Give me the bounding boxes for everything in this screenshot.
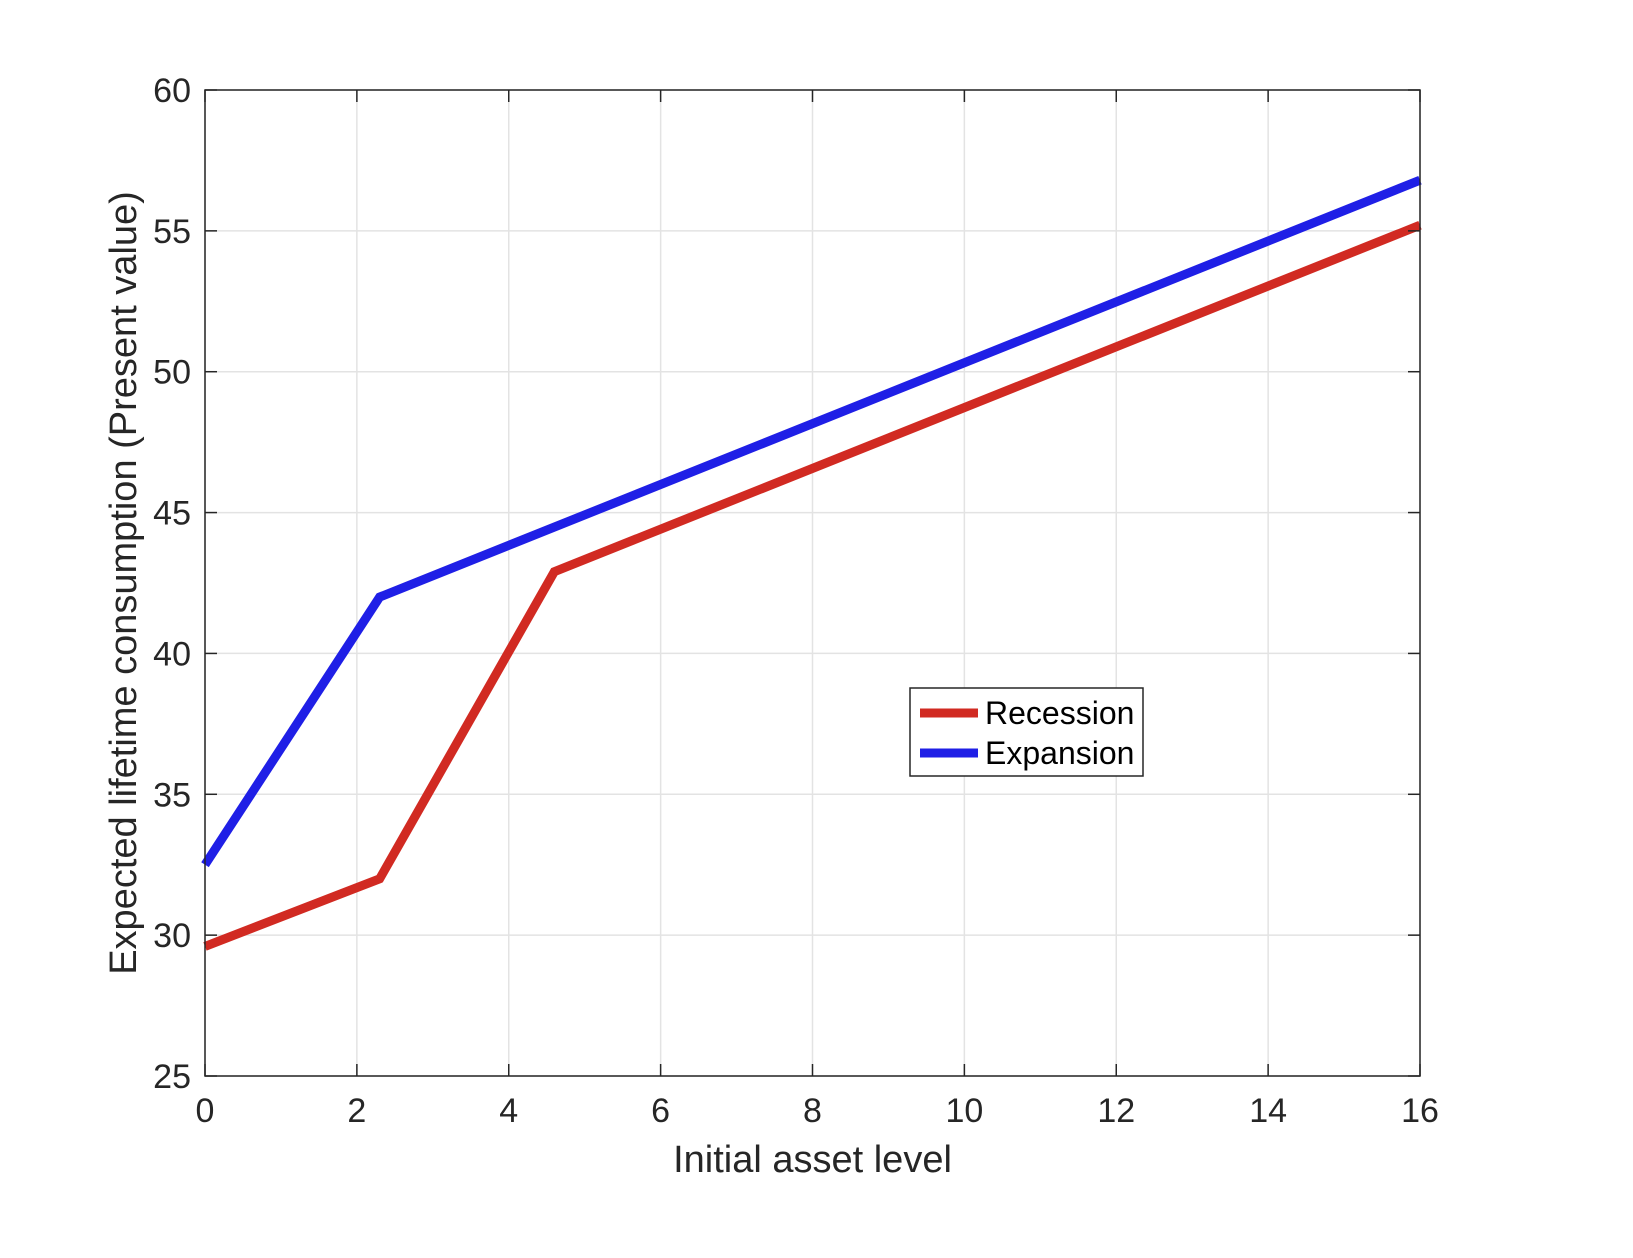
x-tick-label: 14 [1249,1092,1287,1130]
y-tick-label: 50 [153,354,191,392]
y-axis-label: Expected lifetime consumption (Present v… [103,191,145,975]
y-tick-label: 40 [153,635,191,673]
legend-label-recession: Recession [985,695,1134,731]
legend: Recession Expansion [909,687,1144,777]
x-tick-label: 10 [945,1092,983,1130]
x-tick-label: 8 [803,1092,822,1130]
legend-label-expansion: Expansion [985,735,1134,771]
x-axis-label: Initial asset level [673,1139,952,1181]
x-tick-label: 16 [1401,1092,1439,1130]
y-tick-label: 55 [153,213,191,251]
x-tick-label: 12 [1097,1092,1135,1130]
y-tick-label: 30 [153,917,191,955]
y-tick-label: 45 [153,495,191,533]
series-line-expansion [201,175,1422,868]
tick-labels: 0 2 4 6 8 10 12 14 16 25 30 35 40 45 50 55 60 [153,72,1439,1130]
y-tick-label: 60 [153,72,191,110]
axis-ticks [204,89,1421,1077]
x-tick-label: 4 [499,1092,518,1130]
plot-series [201,175,1422,951]
x-tick-label: 6 [651,1092,670,1130]
y-tick-label: 25 [153,1058,191,1096]
x-tick-label: 2 [347,1092,366,1130]
x-tick-label: 0 [196,1092,215,1130]
series-line-recession [203,221,1422,951]
y-tick-label: 35 [153,776,191,814]
legend-box [909,687,1144,777]
